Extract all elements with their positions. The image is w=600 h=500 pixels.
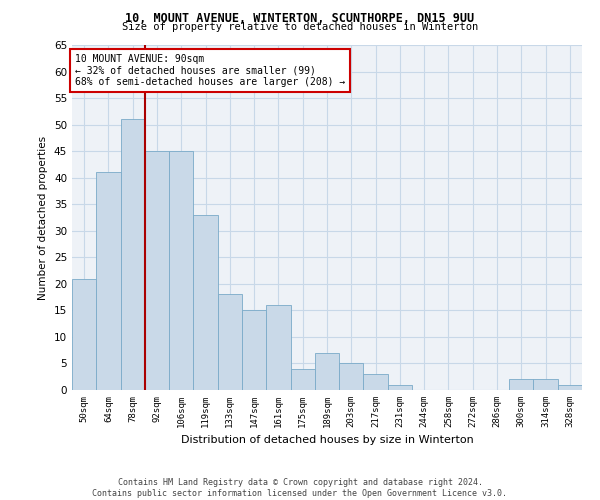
- Bar: [266, 305, 290, 390]
- Bar: [533, 380, 558, 390]
- Bar: [121, 120, 145, 390]
- Bar: [96, 172, 121, 390]
- X-axis label: Distribution of detached houses by size in Winterton: Distribution of detached houses by size …: [181, 436, 473, 446]
- Text: Contains HM Land Registry data © Crown copyright and database right 2024.
Contai: Contains HM Land Registry data © Crown c…: [92, 478, 508, 498]
- Bar: [388, 384, 412, 390]
- Bar: [169, 151, 193, 390]
- Text: Size of property relative to detached houses in Winterton: Size of property relative to detached ho…: [122, 22, 478, 32]
- Bar: [145, 151, 169, 390]
- Bar: [290, 369, 315, 390]
- Text: 10, MOUNT AVENUE, WINTERTON, SCUNTHORPE, DN15 9UU: 10, MOUNT AVENUE, WINTERTON, SCUNTHORPE,…: [125, 12, 475, 26]
- Bar: [242, 310, 266, 390]
- Bar: [72, 278, 96, 390]
- Bar: [315, 353, 339, 390]
- Bar: [339, 364, 364, 390]
- Bar: [558, 384, 582, 390]
- Bar: [364, 374, 388, 390]
- Y-axis label: Number of detached properties: Number of detached properties: [38, 136, 49, 300]
- Bar: [509, 380, 533, 390]
- Text: 10 MOUNT AVENUE: 90sqm
← 32% of detached houses are smaller (99)
68% of semi-det: 10 MOUNT AVENUE: 90sqm ← 32% of detached…: [74, 54, 345, 87]
- Bar: [218, 294, 242, 390]
- Bar: [193, 215, 218, 390]
